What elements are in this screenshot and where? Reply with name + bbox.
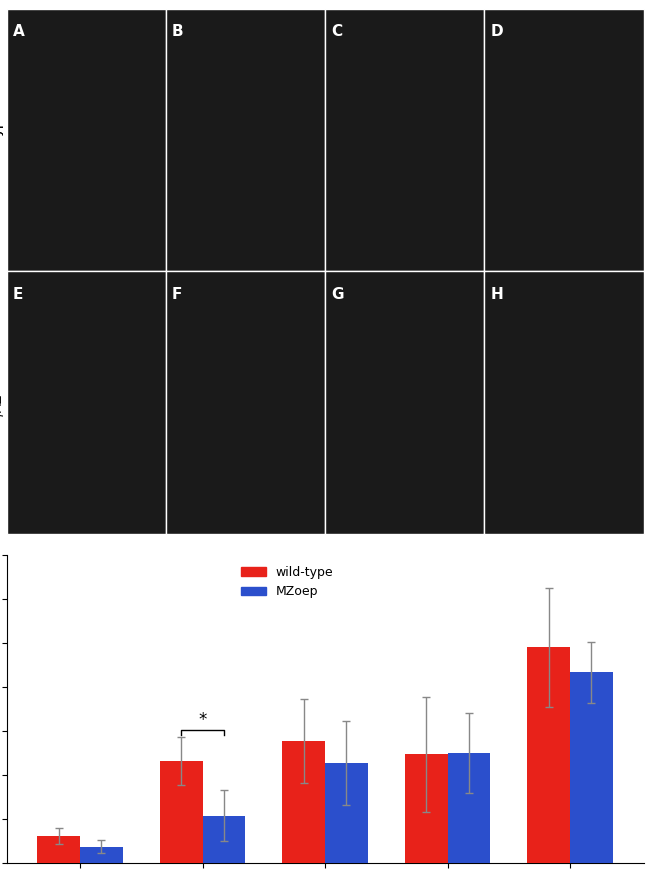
Text: H: H xyxy=(491,287,503,302)
Bar xyxy=(282,741,325,863)
Bar xyxy=(203,815,246,863)
Text: B: B xyxy=(172,24,184,39)
Bar xyxy=(484,9,644,271)
Text: D: D xyxy=(491,24,503,39)
Bar xyxy=(527,647,570,863)
Legend: wild-type, MZoep: wild-type, MZoep xyxy=(236,561,338,603)
Text: wild-type: wild-type xyxy=(0,112,3,169)
Text: F: F xyxy=(172,287,183,302)
Bar xyxy=(166,271,325,534)
Bar xyxy=(80,847,123,863)
Bar xyxy=(37,836,80,863)
Bar xyxy=(325,9,484,271)
Text: oep: oep xyxy=(0,406,3,430)
Bar xyxy=(325,271,484,534)
Bar xyxy=(447,753,490,863)
Bar xyxy=(6,9,166,271)
Text: C: C xyxy=(332,24,343,39)
Bar xyxy=(570,672,613,863)
Text: MZ: MZ xyxy=(0,393,3,412)
Bar xyxy=(484,271,644,534)
Bar xyxy=(325,763,368,863)
Bar xyxy=(166,9,325,271)
Text: *: * xyxy=(198,712,207,729)
Text: wild-type: wild-type xyxy=(0,112,3,169)
Text: E: E xyxy=(13,287,23,302)
Text: A: A xyxy=(13,24,25,39)
Bar xyxy=(405,754,447,863)
Bar xyxy=(160,761,203,863)
Bar xyxy=(6,271,166,534)
Text: G: G xyxy=(332,287,344,302)
